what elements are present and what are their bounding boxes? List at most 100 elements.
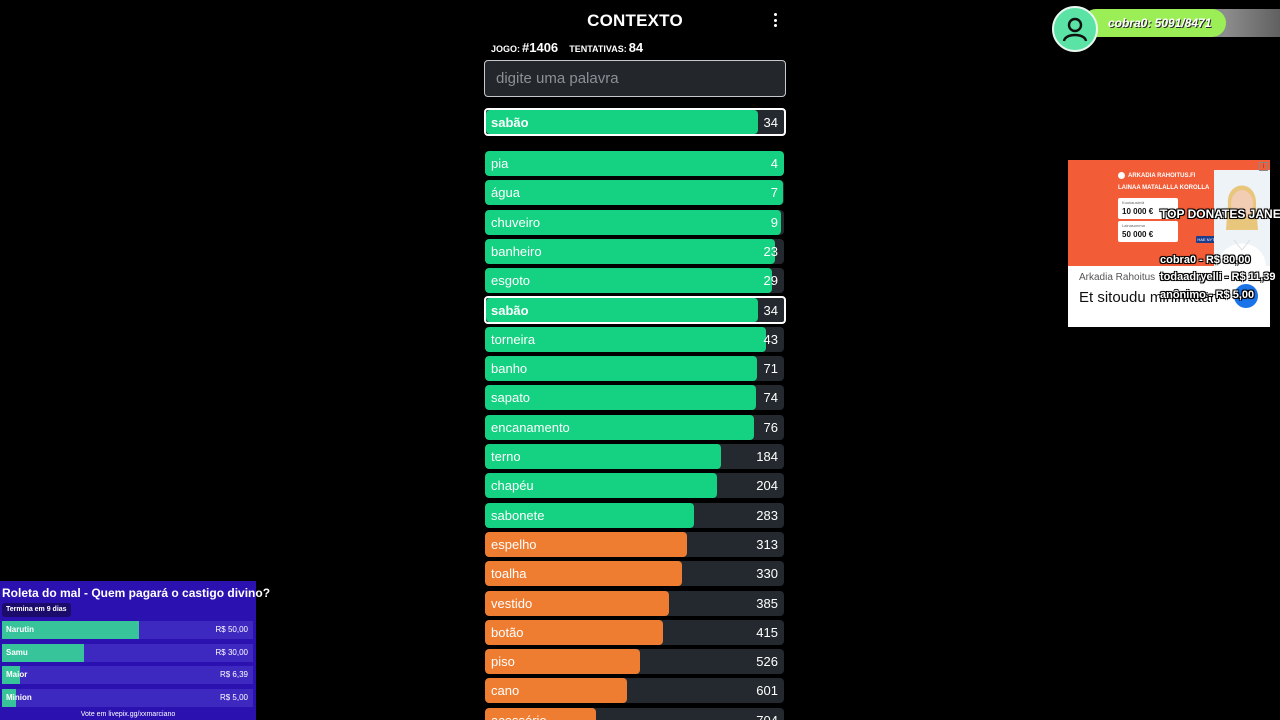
advertisement[interactable]: ARKADIA RAHOITUS.FI LAINAA MATALALLA KOR…	[1068, 160, 1270, 327]
guess-row: torneira 43	[485, 326, 784, 352]
guess-row: encanamento 76	[485, 414, 784, 440]
roulette-option-value: R$ 6,39	[219, 670, 248, 679]
roulette-option-name: Samu	[6, 647, 28, 657]
guess-rank: 184	[756, 449, 778, 464]
ad-info-icon[interactable]: i	[1259, 162, 1268, 171]
attempts-label: TENTATIVAS:	[569, 44, 627, 54]
ad-cta-button[interactable]: HAE NYT	[1196, 236, 1216, 243]
guess-row: chapéu 204	[485, 473, 784, 499]
ad-card-1-value: 10 000 €	[1122, 207, 1154, 216]
guess-rank: 601	[756, 683, 778, 699]
guess-row: toalha 330	[485, 561, 784, 587]
roulette-option-name: Maior	[6, 670, 28, 679]
roulette-option-bar	[2, 688, 16, 707]
guess-similarity-bar	[486, 298, 758, 322]
top-donates-title: TOP DONATES JANEIRO	[1160, 207, 1280, 221]
ad-body-text: Et sitoudu mihinkään	[1079, 289, 1219, 306]
roulette-option-name: Minion	[6, 692, 32, 702]
guess-similarity-bar	[485, 649, 640, 675]
roulette-footer: Vote em livepix.gg/xxmarciano	[80, 711, 176, 718]
guess-rank: 415	[756, 624, 778, 640]
guess-rank: 4	[770, 156, 778, 171]
ad-card-2-value: 50 000 €	[1122, 230, 1154, 239]
guess-word: banheiro	[491, 243, 542, 259]
guess-row: banheiro 23	[485, 238, 784, 264]
guess-row: sapato 74	[485, 385, 784, 411]
menu-kebab-icon[interactable]	[772, 13, 778, 27]
guess-row: cano 601	[485, 678, 784, 704]
guess-word: vestido	[491, 595, 533, 611]
guess-word: sabonete	[491, 507, 545, 523]
guess-similarity-bar	[485, 590, 669, 616]
guess-similarity-bar	[485, 502, 694, 528]
guess-similarity-bar	[485, 473, 717, 499]
ad-brand: Arkadia Rahoitus	[1079, 272, 1156, 283]
ad-image: ARKADIA RAHOITUS.FI LAINAA MATALALLA KOR…	[1068, 160, 1270, 266]
guess-word: sapato	[491, 390, 531, 406]
guess-similarity-bar	[485, 356, 757, 382]
guess-similarity-bar	[485, 444, 721, 469]
guess-row: acessório 704	[485, 707, 784, 720]
ad-card-1-label: Kuukausierä	[1122, 200, 1145, 205]
user-progress-bar: cobra0: 5091/8471	[1082, 9, 1280, 37]
ad-card-1: Kuukausierä 10 000 €	[1118, 198, 1178, 219]
guess-row: sabão 34	[484, 296, 786, 324]
guess-similarity-bar	[485, 268, 772, 294]
guess-similarity-bar	[485, 561, 682, 587]
guess-word: encanamento	[491, 419, 570, 435]
guess-word: torneira	[491, 331, 536, 347]
guess-rank: 704	[756, 713, 778, 720]
guess-word: banho	[491, 361, 528, 377]
ad-headline: LAINAA MATALALLA KOROLLA	[1118, 185, 1210, 191]
roulette-option: Narutin R$ 50,00	[2, 621, 253, 639]
guess-word: pia	[491, 156, 509, 171]
guess-rank: 283	[756, 507, 778, 523]
guess-word: espelho	[491, 536, 537, 552]
game-label: JOGO:	[491, 44, 521, 54]
ad-card-2: Lainasumma 50 000 €	[1118, 221, 1178, 242]
donate-entry: cobra0 - R$ 80,00	[1160, 254, 1251, 266]
roulette-option-name: Narutin	[6, 625, 34, 634]
guess-rank: 71	[763, 361, 778, 377]
guess-rank: 526	[756, 654, 778, 670]
guess-similarity-bar	[485, 151, 784, 176]
last-guess-bar	[486, 110, 758, 134]
ad-arrow-icon[interactable]	[1234, 284, 1258, 308]
roulette-option-value: R$ 50,00	[215, 625, 248, 634]
guess-row: água 7	[485, 180, 784, 206]
guess-rank: 34	[763, 303, 778, 318]
user-progress-text: cobra0: 5091/8471	[1108, 16, 1212, 30]
roulette-option-value: R$ 5,00	[219, 692, 248, 702]
guess-rank: 74	[763, 390, 778, 406]
guess-word: sabão	[491, 303, 529, 318]
guess-rank: 385	[756, 595, 778, 611]
guess-similarity-bar	[485, 385, 756, 411]
roulette-title: Roleta do mal - Quem pagará o castigo di…	[2, 586, 271, 600]
guess-word: esgoto	[491, 273, 531, 289]
game-number: #1406	[522, 40, 559, 55]
guess-row: botão 415	[485, 619, 784, 645]
guess-rank: 7	[770, 185, 778, 201]
user-avatar-icon	[1052, 6, 1098, 52]
last-guess-row: sabão 34	[484, 108, 786, 136]
guess-rank: 313	[756, 536, 778, 552]
last-guess-rank: 34	[763, 115, 778, 130]
guess-word: cano	[491, 683, 520, 699]
guess-word: acessório	[491, 713, 547, 720]
guess-similarity-bar	[485, 209, 781, 235]
guess-similarity-bar	[485, 238, 775, 264]
guess-rank: 330	[756, 566, 778, 582]
roulette-option-bar	[2, 621, 139, 639]
user-progress-fill	[1082, 9, 1227, 37]
guess-rank: 76	[763, 419, 778, 435]
roulette-option: Maior R$ 6,39	[2, 666, 253, 684]
game-title: CONTEXTO	[587, 11, 683, 30]
guess-word: chapéu	[491, 478, 534, 494]
guess-word: botão	[491, 624, 524, 640]
word-input[interactable]	[484, 60, 786, 97]
guess-rank: 43	[763, 331, 778, 347]
guess-rank: 204	[756, 478, 778, 494]
guess-similarity-bar	[485, 678, 627, 704]
donate-entry: todaadryelli - R$ 11,39	[1160, 271, 1276, 283]
guess-row: chuveiro 9	[485, 209, 784, 235]
